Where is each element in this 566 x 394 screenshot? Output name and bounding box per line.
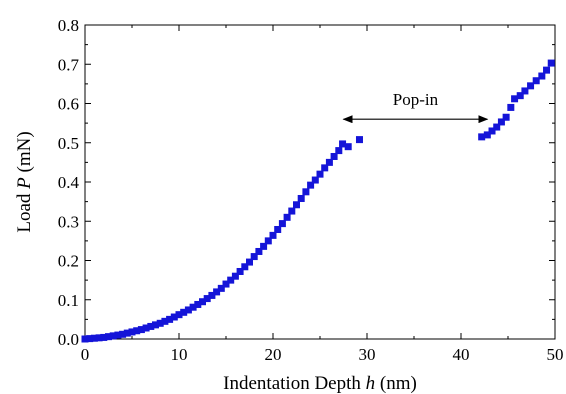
y-tick-label: 0.8 [58,16,79,35]
x-tick-label: 30 [359,345,376,364]
data-point [511,95,519,103]
data-point [278,220,286,228]
data-point [189,303,197,311]
y-tick-label: 0.4 [58,173,80,192]
data-point [231,272,239,280]
data-point [293,201,300,209]
data-point [516,92,524,100]
data-point [114,331,122,339]
data-point [488,127,496,135]
data-point [142,324,150,332]
data-point [95,334,103,342]
data-point [105,333,112,341]
data-point [81,335,89,343]
data-point [119,330,127,338]
data-point [274,225,282,233]
data-point [321,164,329,172]
y-tick-label: 0.2 [58,252,79,271]
y-tick-label: 0.1 [58,291,79,310]
data-point [161,317,169,325]
data-point [344,143,352,151]
x-axis-title: Indentation Depth h (nm) [223,373,417,394]
data-point [335,147,343,155]
data-point [260,242,268,250]
data-point [264,237,272,245]
plot-frame [84,24,556,340]
data-point [109,332,117,340]
data-point [307,181,315,189]
data-point [521,87,529,95]
data-point [532,77,540,85]
data-point [355,136,363,144]
data-point [236,267,244,275]
data-point [227,276,235,284]
data-point [166,315,174,323]
data-point [86,335,94,343]
y-tick-label: 0.3 [58,212,79,231]
data-point [288,207,296,215]
data-point [217,284,225,292]
data-point [538,72,546,80]
y-axis-title: Load P (mN) [14,131,35,232]
data-point [547,59,555,67]
data-point [316,170,324,178]
data-point [170,313,178,321]
data-point [137,326,145,334]
data-point [493,123,501,131]
data-point [147,322,155,330]
data-point [156,319,164,327]
data-point [133,327,141,335]
data-point [123,329,131,337]
data-point [255,247,263,255]
data-point [213,288,221,296]
data-markers [81,59,555,343]
data-point [311,176,319,184]
data-point [222,280,230,288]
data-point [100,333,108,341]
data-point [208,291,216,299]
data-point [246,258,253,266]
x-tick-label: 0 [81,345,90,364]
data-point [502,113,510,121]
data-point [199,298,206,306]
pop-in-label: Pop-in [393,90,439,109]
data-point [302,188,310,196]
data-point [180,308,188,316]
axis-ticks [84,24,556,340]
data-point [478,133,486,141]
x-tick-label: 50 [547,345,564,364]
x-tick-label: 10 [171,345,188,364]
data-point [283,213,291,221]
x-tick-label: 20 [265,345,282,364]
data-point [152,321,159,329]
data-point [203,295,211,303]
data-point [497,118,505,126]
data-point [297,194,305,202]
data-point [128,328,136,336]
data-point [90,334,98,342]
data-point [325,158,333,166]
y-tick-label: 0.0 [58,330,79,349]
data-point [250,253,258,261]
data-point [241,263,249,271]
data-point [483,131,491,139]
y-tick-label: 0.6 [58,95,79,114]
pop-in-annotation: Pop-in [342,90,489,124]
data-point [543,66,551,74]
data-point [507,103,515,111]
data-point [527,82,535,90]
data-point [194,300,202,308]
data-point [269,231,277,239]
data-point [184,306,192,314]
x-tick-label: 40 [453,345,470,364]
data-point [175,311,183,319]
data-point [339,140,347,148]
y-tick-label: 0.5 [58,134,79,153]
tick-labels: 0 10 20 30 40 50 0.0 0.1 0.2 0.3 0.4 0.5 0.6 0.7 0.8 [58,16,564,364]
data-point [330,152,338,160]
y-tick-label: 0.7 [58,55,80,74]
